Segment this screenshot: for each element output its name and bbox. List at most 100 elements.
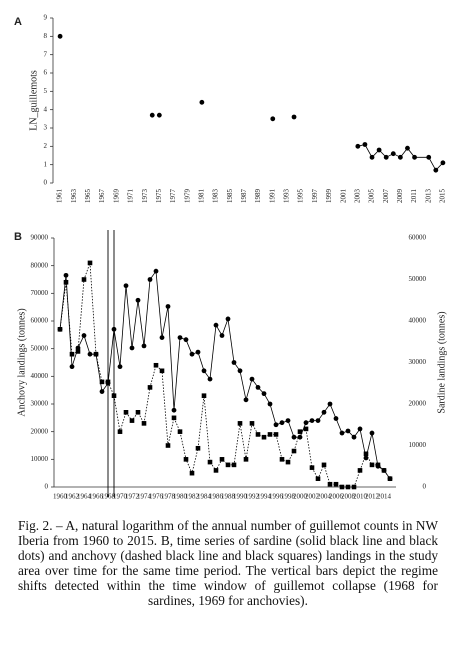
x-tick-label: 1970: [113, 493, 128, 501]
y-tick-label: 4: [44, 105, 48, 113]
dot-marker: [141, 343, 147, 349]
y2-tick-label: 0: [423, 483, 427, 491]
square-marker: [129, 418, 135, 423]
dot-marker: [201, 368, 207, 374]
x-tick-label: 2005: [368, 189, 376, 204]
dot-marker: [390, 151, 396, 157]
dot-marker: [111, 326, 117, 332]
dot-marker: [195, 349, 201, 355]
x-tick-label: 1982: [185, 493, 200, 501]
dot-marker: [156, 112, 162, 118]
square-marker: [249, 421, 255, 426]
dot-marker: [351, 434, 357, 440]
square-marker: [273, 432, 279, 437]
dot-marker: [261, 391, 267, 397]
x-tick-label: 2004: [317, 493, 332, 501]
dot-marker: [369, 430, 375, 436]
y-tick-label: 30000: [31, 400, 49, 408]
dot-marker: [363, 455, 369, 461]
y2-tick-label: 30000: [409, 358, 427, 366]
y2-tick-label: 20000: [409, 400, 427, 408]
x-tick-label: 2009: [396, 189, 404, 204]
panel-label: A: [14, 16, 22, 28]
x-tick-label: 1995: [297, 189, 305, 204]
square-marker: [327, 481, 333, 487]
dot-marker: [243, 397, 249, 403]
x-tick-label: 2014: [377, 493, 392, 501]
square-marker: [123, 410, 129, 415]
square-marker: [369, 462, 375, 468]
square-marker: [201, 393, 207, 398]
x-tick-label: 1978: [161, 493, 176, 501]
x-tick-label: 2015: [439, 189, 447, 204]
square-marker: [321, 462, 327, 468]
x-tick-label: 1976: [149, 493, 164, 501]
x-tick-label: 1991: [268, 189, 276, 204]
y-tick-label: 90000: [31, 234, 49, 242]
x-tick-label: 2011: [410, 189, 418, 203]
y-tick-label: 60000: [31, 317, 49, 325]
square-marker: [207, 459, 213, 465]
x-tick-label: 1973: [141, 189, 149, 204]
x-tick-label: 2001: [339, 189, 347, 204]
dot-marker: [339, 430, 345, 436]
caption: Fig. 2. – A, natural logarithm of the an…: [18, 518, 438, 608]
x-tick-label: 1999: [325, 189, 333, 204]
dot-marker: [345, 428, 351, 434]
x-tick-label: 2007: [382, 189, 390, 204]
y-tick-label: 6: [44, 69, 48, 77]
dot-marker: [309, 418, 315, 423]
x-tick-label: 1998: [281, 493, 296, 501]
dot-marker: [273, 422, 279, 428]
square-marker: [297, 429, 303, 434]
x-tick-label: 1993: [283, 189, 291, 204]
x-tick-label: 1966: [89, 493, 104, 501]
square-marker: [171, 415, 177, 421]
square-marker: [255, 432, 261, 437]
y-tick-label: 70000: [31, 289, 49, 297]
x-tick-label: 1972: [125, 493, 140, 501]
dot-marker: [117, 364, 123, 370]
x-tick-label: 1977: [169, 189, 177, 204]
dot-marker: [177, 335, 183, 340]
square-marker: [315, 476, 321, 481]
dot-marker: [249, 376, 255, 382]
dot-marker: [303, 420, 309, 426]
dot-marker: [369, 154, 375, 160]
dot-marker: [375, 463, 381, 469]
x-tick-label: 1983: [212, 189, 220, 204]
series-line: [59, 270, 391, 479]
y-axis-label: Anchovy landings (tonnes): [16, 308, 27, 416]
square-marker: [159, 368, 165, 374]
square-marker: [63, 279, 69, 285]
dot-marker: [123, 283, 129, 289]
square-marker: [333, 481, 339, 487]
dot-marker: [105, 380, 111, 386]
x-tick-label: 1987: [240, 188, 248, 203]
y-tick-label: 0: [44, 179, 48, 187]
y-tick-label: 80000: [31, 261, 49, 269]
y-tick-label: 0: [45, 483, 49, 491]
x-tick-label: 1986: [209, 493, 224, 501]
dot-marker: [291, 434, 297, 440]
panel-label: B: [14, 231, 22, 243]
x-tick-label: 1990: [233, 493, 248, 501]
dot-marker: [75, 345, 81, 351]
x-tick-label: 2008: [341, 493, 356, 501]
x-tick-label: 2013: [424, 189, 432, 204]
dot-marker: [383, 154, 389, 160]
dot-marker: [405, 145, 410, 151]
square-marker: [351, 484, 357, 490]
dot-marker: [153, 268, 159, 274]
y2-tick-label: 60000: [409, 234, 427, 242]
square-marker: [237, 421, 243, 426]
x-tick-label: 1967: [98, 189, 106, 204]
square-marker: [69, 351, 75, 357]
y-axis-label: LN_guillemots: [28, 70, 39, 131]
y-tick-label: 3: [44, 124, 48, 132]
x-tick-label: 1994: [257, 493, 272, 501]
dot-marker: [165, 304, 171, 309]
dot-marker: [327, 401, 333, 407]
dot-marker: [159, 335, 165, 340]
x-tick-label: 1981: [197, 189, 205, 204]
